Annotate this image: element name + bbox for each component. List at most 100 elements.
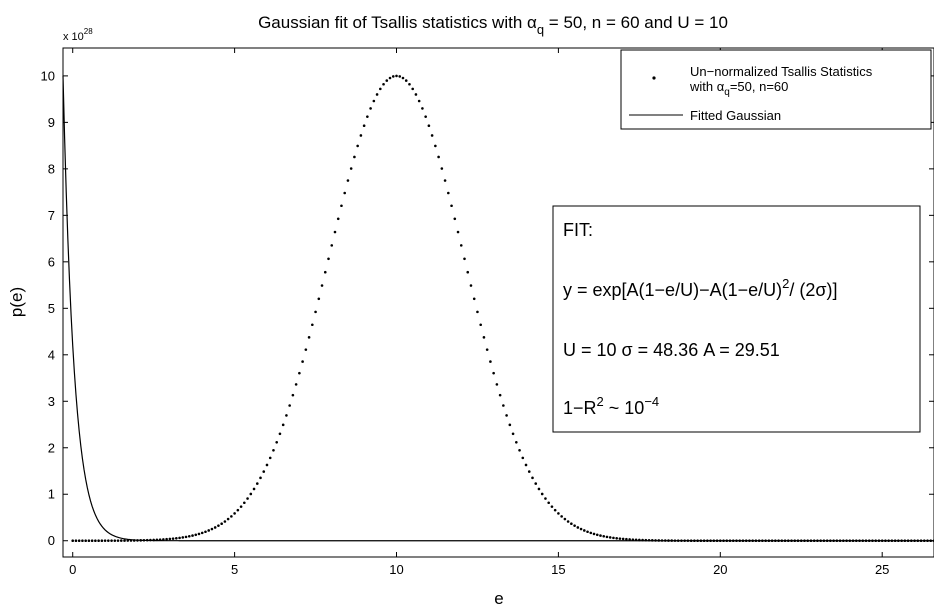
data-point <box>570 522 573 525</box>
data-point <box>605 535 609 539</box>
data-point <box>362 124 366 128</box>
data-point <box>440 167 444 170</box>
data-point <box>848 539 852 543</box>
x-tick-label: 25 <box>875 562 889 577</box>
title-alpha-sub: q <box>537 22 544 37</box>
data-point <box>651 539 654 542</box>
data-point <box>612 536 615 540</box>
data-point <box>550 505 554 508</box>
data-point <box>628 538 631 541</box>
data-point <box>259 476 262 480</box>
data-point <box>560 515 563 518</box>
data-point <box>307 336 311 339</box>
data-point <box>553 508 557 512</box>
data-point <box>793 539 797 543</box>
data-point <box>110 539 113 542</box>
data-point <box>298 371 301 375</box>
data-point <box>356 144 359 148</box>
y-tick-label: 4 <box>48 347 55 362</box>
legend-entry-tsallis-line2: with αq=50, n=60 <box>689 79 788 98</box>
data-point <box>589 531 593 535</box>
data-point <box>531 476 534 480</box>
data-point <box>485 348 489 351</box>
data-point <box>880 539 884 543</box>
data-point <box>395 74 398 78</box>
data-point <box>602 534 606 538</box>
data-point <box>667 539 670 542</box>
data-point <box>647 538 651 542</box>
data-point <box>858 539 861 543</box>
data-point <box>540 492 544 496</box>
data-point <box>806 539 810 543</box>
data-point <box>722 539 725 543</box>
data-point <box>94 539 97 542</box>
data-point <box>767 539 771 543</box>
data-point <box>676 539 680 542</box>
data-point <box>583 529 586 532</box>
data-point <box>194 533 198 537</box>
data-point <box>437 155 440 159</box>
data-point <box>751 539 754 543</box>
data-point <box>913 539 916 543</box>
data-point <box>537 487 541 491</box>
data-point <box>226 517 230 521</box>
data-point <box>343 191 347 195</box>
fit-heading: FIT: <box>563 220 593 240</box>
data-point <box>181 536 185 539</box>
data-point <box>634 538 638 542</box>
data-point <box>854 539 858 543</box>
data-point <box>220 522 223 525</box>
data-point <box>97 539 100 542</box>
data-point <box>897 539 900 543</box>
data-point <box>780 539 784 543</box>
data-point <box>819 539 822 543</box>
data-point <box>129 539 133 542</box>
data-point <box>336 217 340 221</box>
data-point <box>515 440 518 444</box>
data-point <box>421 107 424 110</box>
data-point <box>424 115 427 118</box>
data-point <box>576 526 580 529</box>
data-point <box>893 539 897 543</box>
chart-title: Gaussian fit of Tsallis statistics with … <box>258 13 728 37</box>
data-point <box>812 539 816 543</box>
data-point <box>586 530 589 534</box>
data-point <box>414 93 418 96</box>
y-tick-label: 1 <box>48 487 55 502</box>
fit-annotation-box <box>552 205 921 433</box>
data-point <box>398 75 402 78</box>
data-point <box>764 539 767 543</box>
data-point <box>314 310 317 314</box>
data-point <box>696 539 699 542</box>
data-point <box>472 297 476 301</box>
data-point <box>239 505 243 508</box>
data-point <box>786 539 790 543</box>
data-point <box>476 310 479 314</box>
data-point <box>469 284 473 287</box>
data-point <box>417 99 421 103</box>
data-point <box>404 79 408 82</box>
data-point <box>375 93 379 96</box>
data-point <box>919 539 923 543</box>
data-point <box>641 538 644 542</box>
x-tick-label: 20 <box>713 562 727 577</box>
data-point <box>608 536 612 539</box>
fit-r-squared: 1−R2 ~ 10−4 <box>563 394 659 418</box>
data-point <box>563 517 567 521</box>
data-point <box>867 539 871 543</box>
data-point <box>379 87 382 91</box>
data-point <box>495 383 499 386</box>
y-axis-label: p(e) <box>7 287 26 317</box>
data-point <box>838 539 842 543</box>
data-point <box>657 539 661 542</box>
data-point <box>799 539 803 543</box>
data-point <box>411 87 415 91</box>
data-point <box>686 539 690 542</box>
data-point <box>660 539 664 542</box>
data-point <box>288 404 291 407</box>
data-point <box>809 539 813 543</box>
data-point <box>906 539 910 543</box>
data-point <box>317 297 321 301</box>
data-point <box>107 539 110 542</box>
data-point <box>706 539 709 543</box>
